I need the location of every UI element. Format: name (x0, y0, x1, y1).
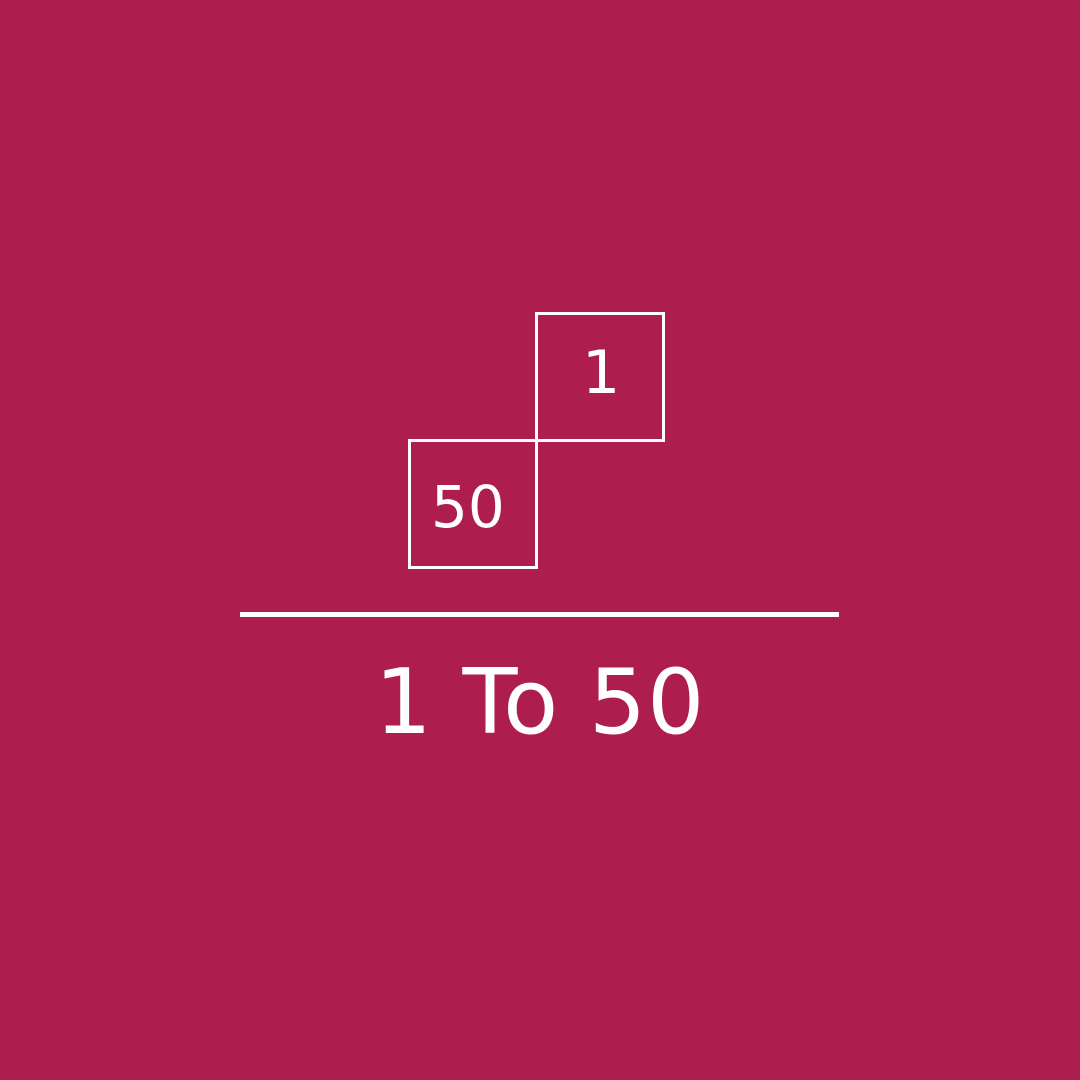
logo-tile-one: 1 (535, 312, 665, 442)
logo-tile-one-label: 1 (582, 338, 621, 408)
logo-tile-fifty-label: 50 (431, 473, 505, 541)
game-title: 1 To 50 (374, 650, 706, 755)
logo-tile-fifty: 50 (408, 439, 538, 569)
title-divider (240, 612, 839, 617)
